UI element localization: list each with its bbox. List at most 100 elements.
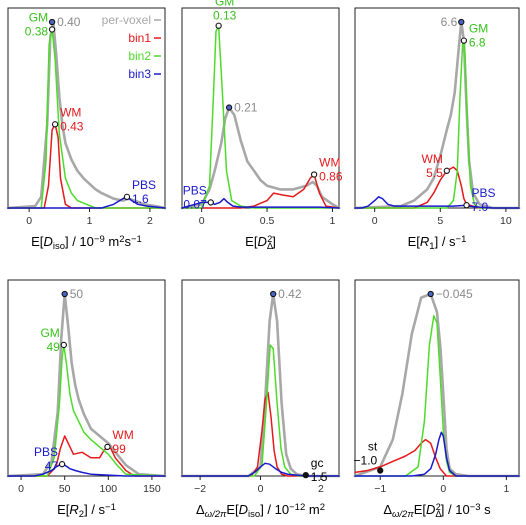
annotation-label: 6.6 [441,15,458,29]
annotation-label: 0.42 [278,287,302,301]
annotation-label: 0.40 [57,15,81,29]
x-tick-label: 10 [500,215,512,227]
x-tick-label: 100 [100,483,118,495]
series-line-per-voxel [6,292,167,478]
legend-label-bin3: bin3 [128,67,151,81]
x-axis-label: E[R1] / s−1 [408,234,467,252]
legend-label-bin1: bin1 [128,31,151,45]
series-line-bin3 [181,197,340,209]
annotation-value: 0.07 [183,197,207,211]
peak-marker [460,37,468,44]
x-axis-label: E[R2] / s−1 [57,502,116,520]
x-axis-label: Δω/2πE[DΔ2] / 10−3 s [383,502,491,520]
x-tick-label: 150 [143,483,161,495]
peak-marker [215,22,222,29]
series-line-bin2 [354,39,520,209]
peak-marker [58,461,66,468]
plot-frame [354,279,520,477]
series-line-per-voxel [353,20,521,210]
x-tick-label: 1 [330,215,336,227]
peak-marker [60,341,67,349]
annotation-label: WM [60,105,81,119]
annotation-label: GM [215,0,234,9]
annotation-label: gc [311,456,324,470]
annotation-label: GM [29,10,48,24]
series-line-bin1 [181,173,340,209]
legend-label-per-voxel: per-voxel [102,13,151,27]
x-tick-label: 1 [503,483,509,495]
annotation-value: 0.13 [213,9,237,23]
annotation-label: −0.045 [436,287,473,301]
annotation-value: 49 [46,340,60,354]
annotation-label: PBS [34,445,58,459]
annotation-label: GM [469,22,488,36]
peak-marker [61,290,68,298]
series-line-bin2 [7,28,166,209]
series-line-bin2 [7,344,166,477]
annotation-value: 1.5 [311,470,328,484]
peak-marker [270,290,277,298]
annotation-label: 50 [70,287,84,301]
x-axis-label: E[DΔ2] [245,234,276,252]
peak-marker [48,26,56,33]
x-tick-label: 0 [440,483,446,495]
x-tick-label: 0 [18,483,24,495]
x-tick-label: 0 [372,215,378,227]
annotation-label: 0.21 [234,101,258,115]
peak-marker [123,193,131,200]
annotation-value: 0.43 [60,119,84,133]
annotation-label: PBS [132,178,156,192]
series-line-bin3 [354,196,520,209]
series-line-per-voxel [353,292,521,478]
series-line-bin2 [354,315,520,477]
peak-marker [443,167,450,174]
peak-marker [377,467,384,474]
x-tick-label: 0.5 [260,215,275,227]
panel-5: −2 0 2 Δω/2πE[Diso] / 10−12 m2 0.42 gc1.5 [180,279,341,520]
series-line-bin3 [354,431,520,477]
x-tick-label: −1 [374,483,386,495]
x-axis-label: E[Diso] / 10−9 m2s−1 [31,234,142,252]
x-tick-label: 0 [26,215,32,227]
annotation-value: 0.38 [25,24,49,38]
peak-marker [302,471,309,479]
annotation-label: PBS [472,186,496,200]
peak-marker [225,104,233,111]
x-tick-label: 0 [258,483,264,495]
peak-marker [48,18,56,26]
series-line-bin3 [7,463,166,477]
peak-marker [427,290,434,298]
x-tick-label: 0 [199,215,205,227]
annotation-label: GM [40,326,59,340]
x-tick-label: 2 [147,215,153,227]
peak-marker [463,202,470,209]
series-line-bin1 [7,435,166,477]
annotation-label: st [368,440,378,454]
annotation-label: WM [422,152,443,166]
x-axis-label: Δω/2πE[Diso] / 10−12 m2 [196,502,325,520]
annotation-value: 7.0 [472,200,489,214]
peak-marker [458,18,465,26]
series-line-bin1 [7,123,166,209]
annotation-value: 99 [112,442,126,456]
plot-frame [7,279,166,477]
legend: per-voxel bin1 bin2 bin3 [102,13,161,81]
x-tick-label: 2 [318,483,324,495]
annotation-value: 0.86 [319,170,343,184]
series-line-bin1 [181,391,340,477]
panel-6: −1 0 1 Δω/2πE[DΔ2] / 10−3 s −0.045 st−1.0 [353,279,521,520]
annotation-value: 5.5 [426,166,443,180]
annotation-label: WM [319,156,340,170]
series-line-per-voxel [180,106,341,210]
peak-marker [104,443,111,451]
annotation-value: −1.0 [354,454,378,468]
annotation-value: 1.6 [132,192,149,206]
x-tick-label: 50 [59,483,71,495]
annotation-value: 6.8 [469,36,486,50]
panel-1: 0 1 2 E[Diso] / 10−9 m2s−1 0.40 GM0.38 WM0.43 P… [6,7,167,252]
annotation-label: PBS [183,183,207,197]
